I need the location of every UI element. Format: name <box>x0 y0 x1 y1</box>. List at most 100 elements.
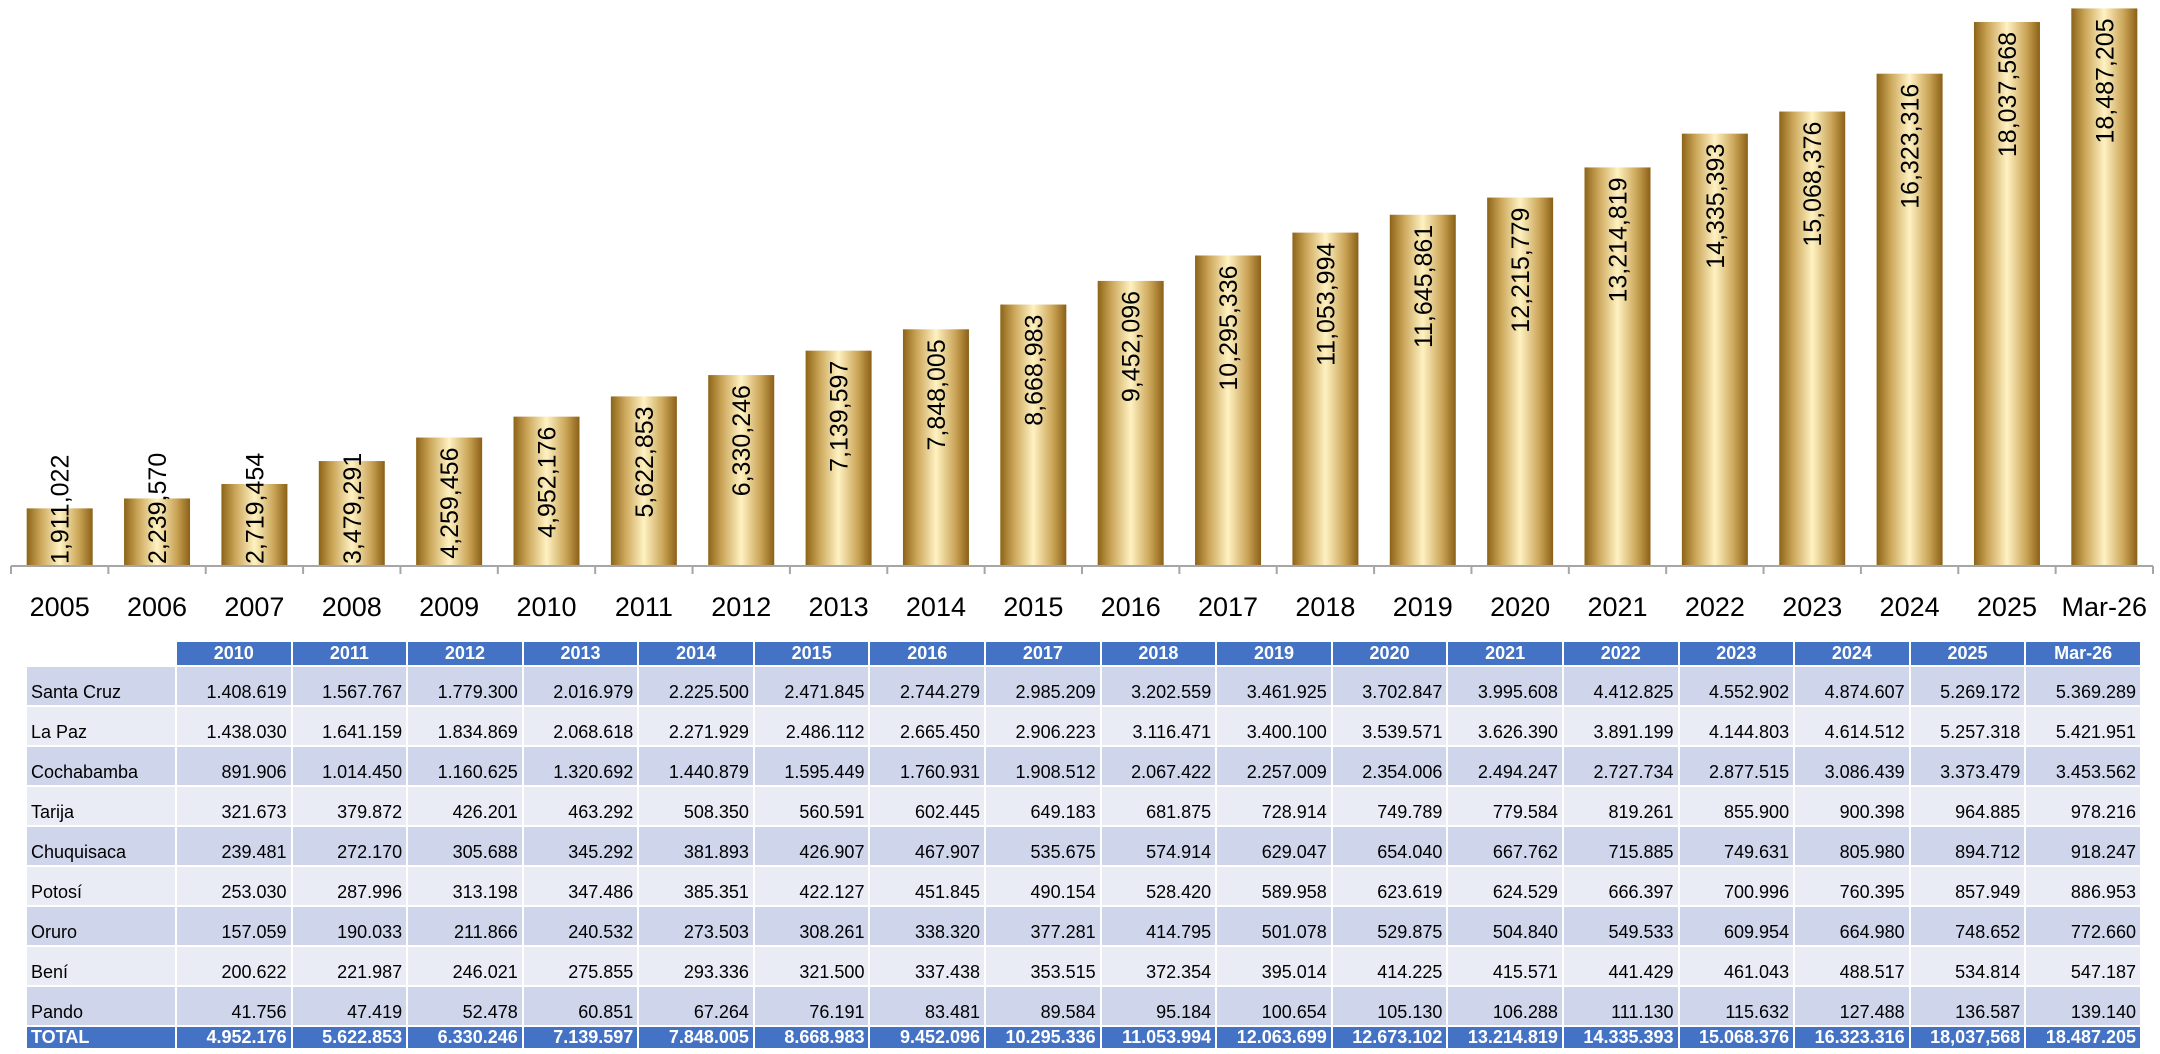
cell: 964.885 <box>1908 785 2027 827</box>
column-header: 2025 <box>1908 640 2027 667</box>
table-row: Pando 41.756 47.419 52.478 60.851 67.264 76.19… <box>25 985 2142 1027</box>
x-tick-label: 2022 <box>1685 592 1745 622</box>
cell: 4.874.607 <box>1793 665 1911 707</box>
value-label: 12,215,779 <box>1507 208 1535 333</box>
cell: 246.021 <box>406 945 524 987</box>
table-row: La Paz 1.438.030 1.641.159 1.834.869 2.068.6… <box>25 705 2142 747</box>
cell: 1.834.869 <box>406 705 524 747</box>
cell: 1.595.449 <box>752 745 871 787</box>
cell: 111.130 <box>1561 985 1680 1027</box>
cell: 1.641.159 <box>290 705 409 747</box>
cell: 623.619 <box>1330 865 1449 907</box>
cell: 89.584 <box>984 985 1102 1027</box>
cell: 772.660 <box>2024 905 2142 947</box>
cell: 321.673 <box>175 785 293 827</box>
value-label: 4,259,456 <box>436 448 464 559</box>
value-label: 3,479,291 <box>339 453 367 564</box>
cell: 426.907 <box>752 825 871 867</box>
bar <box>26 508 93 566</box>
cell: 441.429 <box>1561 945 1680 987</box>
cell: 377.281 <box>984 905 1102 947</box>
value-label: 11,053,994 <box>1312 243 1340 366</box>
cell: 891.906 <box>175 745 293 787</box>
value-label: 11,645,861 <box>1410 225 1438 348</box>
x-tick-label: 2007 <box>224 592 284 622</box>
cell: 190.033 <box>290 905 409 947</box>
cell: 14.335.393 <box>1561 1025 1680 1050</box>
cell: 18,037,568 <box>1908 1025 2027 1050</box>
cell: 60.851 <box>521 985 640 1027</box>
value-label: 2,719,454 <box>241 453 269 564</box>
cell: 345.292 <box>521 825 640 867</box>
value-label: 18,037,568 <box>1994 32 2022 157</box>
cell: 305.688 <box>406 825 524 867</box>
cell: 253.030 <box>175 865 293 907</box>
cell: 3.539.571 <box>1330 705 1449 747</box>
x-tick-label: 2025 <box>1977 592 2037 622</box>
cell: 105.130 <box>1330 985 1449 1027</box>
cell: 3.202.559 <box>1099 665 1218 707</box>
cell: 4.614.512 <box>1793 705 1911 747</box>
cell: 467.907 <box>868 825 987 867</box>
column-header: 2015 <box>752 640 871 667</box>
cell: 3.116.471 <box>1099 705 1218 747</box>
bar <box>221 483 288 566</box>
cell: 589.958 <box>1215 865 1333 907</box>
cell: 100.654 <box>1215 985 1333 1027</box>
cell: 760.395 <box>1793 865 1911 907</box>
cell: 664.980 <box>1793 905 1911 947</box>
cell: 461.043 <box>1677 945 1796 987</box>
cell: 18.487.205 <box>2024 1025 2142 1050</box>
cell: 528.420 <box>1099 865 1218 907</box>
column-header: 2022 <box>1561 640 1680 667</box>
value-label: 18,487,205 <box>2091 18 2119 143</box>
cell: 3.461.925 <box>1215 665 1333 707</box>
cell: 67.264 <box>637 985 755 1027</box>
column-header: 2023 <box>1677 640 1796 667</box>
cell: 3.626.390 <box>1446 705 1564 747</box>
cell: 240.532 <box>521 905 640 947</box>
cell: 12.063.699 <box>1215 1025 1333 1050</box>
cell: 5.622.853 <box>290 1025 409 1050</box>
cell: 535.675 <box>984 825 1102 867</box>
cell: 3.453.562 <box>2024 745 2142 787</box>
cell: 667.762 <box>1446 825 1564 867</box>
cell: 549.533 <box>1561 905 1680 947</box>
cell: 127.488 <box>1793 985 1911 1027</box>
cell: 3.891.199 <box>1561 705 1680 747</box>
bar <box>416 437 483 566</box>
x-tick-label: 2021 <box>1587 592 1647 622</box>
table-row: Cochabamba 891.906 1.014.450 1.160.625 1.320… <box>25 745 2142 787</box>
cell: 211.866 <box>406 905 524 947</box>
cell: 10.295.336 <box>984 1025 1102 1050</box>
column-header: Mar-26 <box>2024 640 2142 667</box>
cell: 1.408.619 <box>175 665 293 707</box>
x-tick-label: 2015 <box>1003 592 1063 622</box>
x-tick-label: 2024 <box>1880 592 1940 622</box>
cell: 2.727.734 <box>1561 745 1680 787</box>
cell: 1.438.030 <box>175 705 293 747</box>
value-label: 2,239,570 <box>144 453 172 564</box>
bar <box>1779 111 1846 566</box>
bar <box>610 396 677 566</box>
column-header: 2016 <box>868 640 987 667</box>
cell: 2.354.006 <box>1330 745 1449 787</box>
cell: 1.320.692 <box>521 745 640 787</box>
cell: 649.183 <box>984 785 1102 827</box>
column-header: 2013 <box>521 640 640 667</box>
cell: 200.622 <box>175 945 293 987</box>
cell: 52.478 <box>406 985 524 1027</box>
cell: 7.139.597 <box>521 1025 640 1050</box>
cell: 666.397 <box>1561 865 1680 907</box>
bar <box>1487 197 1554 566</box>
value-label: 10,295,336 <box>1215 265 1243 390</box>
x-tick-label: 2016 <box>1101 592 1161 622</box>
column-header: 2014 <box>637 640 755 667</box>
row-name: Tarija <box>25 785 177 827</box>
x-tick-label: 2014 <box>906 592 966 622</box>
cell: 463.292 <box>521 785 640 827</box>
cell: 13.214.819 <box>1446 1025 1564 1050</box>
cell: 313.198 <box>406 865 524 907</box>
column-header: 2018 <box>1099 640 1218 667</box>
cell: 414.225 <box>1330 945 1449 987</box>
